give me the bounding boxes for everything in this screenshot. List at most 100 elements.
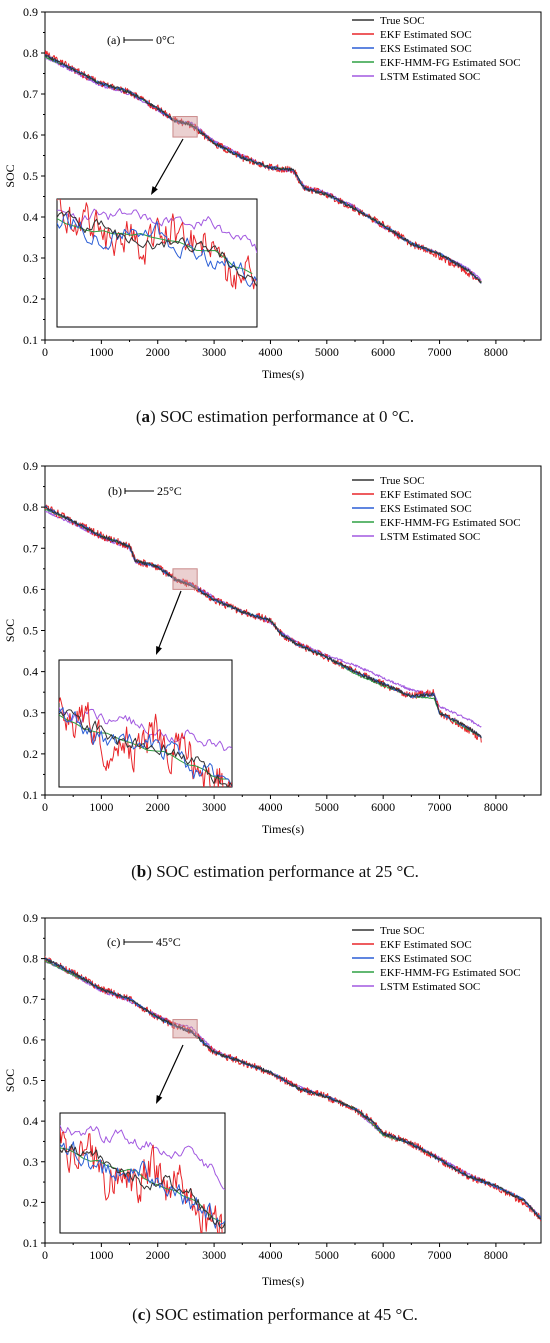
inset-series-line-2 bbox=[59, 707, 232, 787]
caption-b: (b) SOC estimation performance at 25 °C. bbox=[131, 862, 419, 881]
inset-series-line-2 bbox=[57, 213, 257, 288]
x-axis-label: Times(s) bbox=[262, 1274, 304, 1288]
y-tick-label: 0.5 bbox=[23, 169, 38, 183]
x-tick-label: 4000 bbox=[258, 800, 282, 814]
y-tick-label: 0.4 bbox=[23, 665, 38, 679]
caption-c-text: SOC estimation performance at 45 °C. bbox=[150, 1305, 418, 1324]
panel-label: (b) bbox=[108, 484, 122, 498]
series-group bbox=[45, 50, 482, 284]
series-line-0 bbox=[45, 957, 541, 1220]
y-tick-label: 0.6 bbox=[23, 1033, 38, 1047]
y-tick-label: 0.8 bbox=[23, 500, 38, 514]
x-tick-label: 2000 bbox=[146, 345, 170, 359]
legend-label-4: LSTM Estimated SOC bbox=[380, 71, 480, 83]
zoom-region bbox=[172, 1019, 198, 1039]
inset-series-line-0 bbox=[59, 709, 232, 787]
x-tick-label: 6000 bbox=[371, 1248, 395, 1262]
y-tick-label: 0.9 bbox=[23, 459, 38, 473]
x-tick-label: 8000 bbox=[484, 800, 508, 814]
x-tick-label: 5000 bbox=[315, 345, 339, 359]
legend-label-4: LSTM Estimated SOC bbox=[380, 981, 480, 993]
legend-label-3: EKF-HMM-FG Estimated SOC bbox=[380, 517, 521, 529]
inset-series-group bbox=[60, 1125, 225, 1233]
series-group bbox=[45, 955, 541, 1222]
x-tick-label: 2000 bbox=[146, 1248, 170, 1262]
x-tick-label: 1000 bbox=[89, 345, 113, 359]
y-tick-label: 0.6 bbox=[23, 128, 38, 142]
x-tick-label: 3000 bbox=[202, 1248, 226, 1262]
inset-series-group bbox=[59, 697, 232, 787]
y-tick-label: 0.7 bbox=[23, 541, 38, 555]
x-tick-label: 6000 bbox=[371, 800, 395, 814]
y-tick-label: 0.3 bbox=[23, 251, 38, 265]
y-tick-label: 0.3 bbox=[23, 1155, 38, 1169]
x-tick-label: 7000 bbox=[428, 345, 452, 359]
series-line-0 bbox=[45, 506, 482, 739]
inset-series-line-3 bbox=[60, 1147, 222, 1222]
x-axis-label: Times(s) bbox=[262, 822, 304, 836]
legend-label-2: EKS Estimated SOC bbox=[380, 953, 472, 965]
inset-series-line-1 bbox=[57, 199, 257, 290]
panel-label: (c) bbox=[107, 935, 120, 949]
soc-chart-25c: 0 1000 2000 3000 4000 5000 6000 7000 8000 0.1 0.2 0… bbox=[3, 459, 542, 836]
x-tick-label: 7000 bbox=[428, 800, 452, 814]
panel-a: 0 1000 2000 3000 4000 5000 6000 7000 8000 0.1 0.2 0… bbox=[0, 0, 550, 450]
zoom-arrow-head bbox=[156, 1095, 163, 1104]
x-tick-label: 8000 bbox=[484, 345, 508, 359]
series-line-0 bbox=[45, 54, 482, 284]
inset-series-line-3 bbox=[57, 218, 253, 275]
y-tick-label: 0.4 bbox=[23, 1114, 38, 1128]
soc-chart-45c: 0 1000 2000 3000 4000 5000 6000 7000 8000 0.1 0.2 0… bbox=[3, 911, 542, 1288]
series-group bbox=[45, 504, 482, 743]
y-tick-label: 0.3 bbox=[23, 706, 38, 720]
inset-frame bbox=[59, 1112, 226, 1234]
x-tick-label: 4000 bbox=[258, 1248, 282, 1262]
y-tick-label: 0.8 bbox=[23, 952, 38, 966]
x-tick-label: 3000 bbox=[202, 345, 226, 359]
caption-a: (a) SOC estimation performance at 0 °C. bbox=[135, 407, 415, 426]
legend-label-1: EKF Estimated SOC bbox=[380, 939, 472, 951]
y-tick-label: 0.2 bbox=[23, 1195, 38, 1209]
caption-a-letter: a bbox=[141, 407, 151, 426]
legend-label-0: True SOC bbox=[380, 475, 425, 487]
temperature-annotation: 25°C bbox=[157, 484, 182, 498]
y-tick-label: 0.9 bbox=[23, 911, 38, 925]
y-axis-label: SOC bbox=[3, 164, 17, 187]
x-axis-label: Times(s) bbox=[262, 367, 304, 381]
x-tick-label: 4000 bbox=[258, 345, 282, 359]
y-tick-label: 0.1 bbox=[23, 1236, 38, 1250]
y-tick-label: 0.5 bbox=[23, 624, 38, 638]
y-tick-label: 0.1 bbox=[23, 788, 38, 802]
inset-series-group bbox=[57, 199, 257, 290]
y-tick-label: 0.6 bbox=[23, 582, 38, 596]
inset-series-line-4 bbox=[59, 707, 232, 751]
caption-b-letter: b bbox=[136, 862, 147, 881]
y-tick-label: 0.2 bbox=[23, 292, 38, 306]
x-tick-label: 0 bbox=[42, 345, 48, 359]
zoom-region bbox=[172, 568, 198, 590]
legend-label-4: LSTM Estimated SOC bbox=[380, 531, 480, 543]
zoom-arrow bbox=[157, 1044, 184, 1099]
y-axis-label: SOC bbox=[3, 619, 17, 642]
inset-series-line-4 bbox=[60, 1125, 225, 1191]
legend-label-3: EKF-HMM-FG Estimated SOC bbox=[380, 57, 521, 69]
x-tick-label: 7000 bbox=[428, 1248, 452, 1262]
caption-c-letter: c bbox=[137, 1305, 146, 1324]
x-tick-label: 6000 bbox=[371, 345, 395, 359]
legend-label-3: EKF-HMM-FG Estimated SOC bbox=[380, 967, 521, 979]
legend-label-2: EKS Estimated SOC bbox=[380, 43, 472, 55]
soc-chart-0c: 0 1000 2000 3000 4000 5000 6000 7000 8000 0.1 0.2 0… bbox=[3, 5, 542, 381]
y-tick-label: 0.7 bbox=[23, 87, 38, 101]
zoom-arrow bbox=[153, 138, 184, 191]
zoom-region bbox=[172, 116, 198, 138]
zoom-arrow-head bbox=[156, 646, 162, 655]
x-tick-label: 3000 bbox=[202, 800, 226, 814]
zoom-arrow bbox=[157, 590, 182, 650]
x-tick-label: 5000 bbox=[315, 800, 339, 814]
y-tick-label: 0.8 bbox=[23, 46, 38, 60]
inset-series-line-0 bbox=[57, 210, 257, 287]
y-tick-label: 0.2 bbox=[23, 747, 38, 761]
x-tick-label: 0 bbox=[42, 1248, 48, 1262]
caption-a-text: SOC estimation performance at 0 °C. bbox=[155, 407, 415, 426]
inset-series-line-3 bbox=[59, 714, 229, 780]
